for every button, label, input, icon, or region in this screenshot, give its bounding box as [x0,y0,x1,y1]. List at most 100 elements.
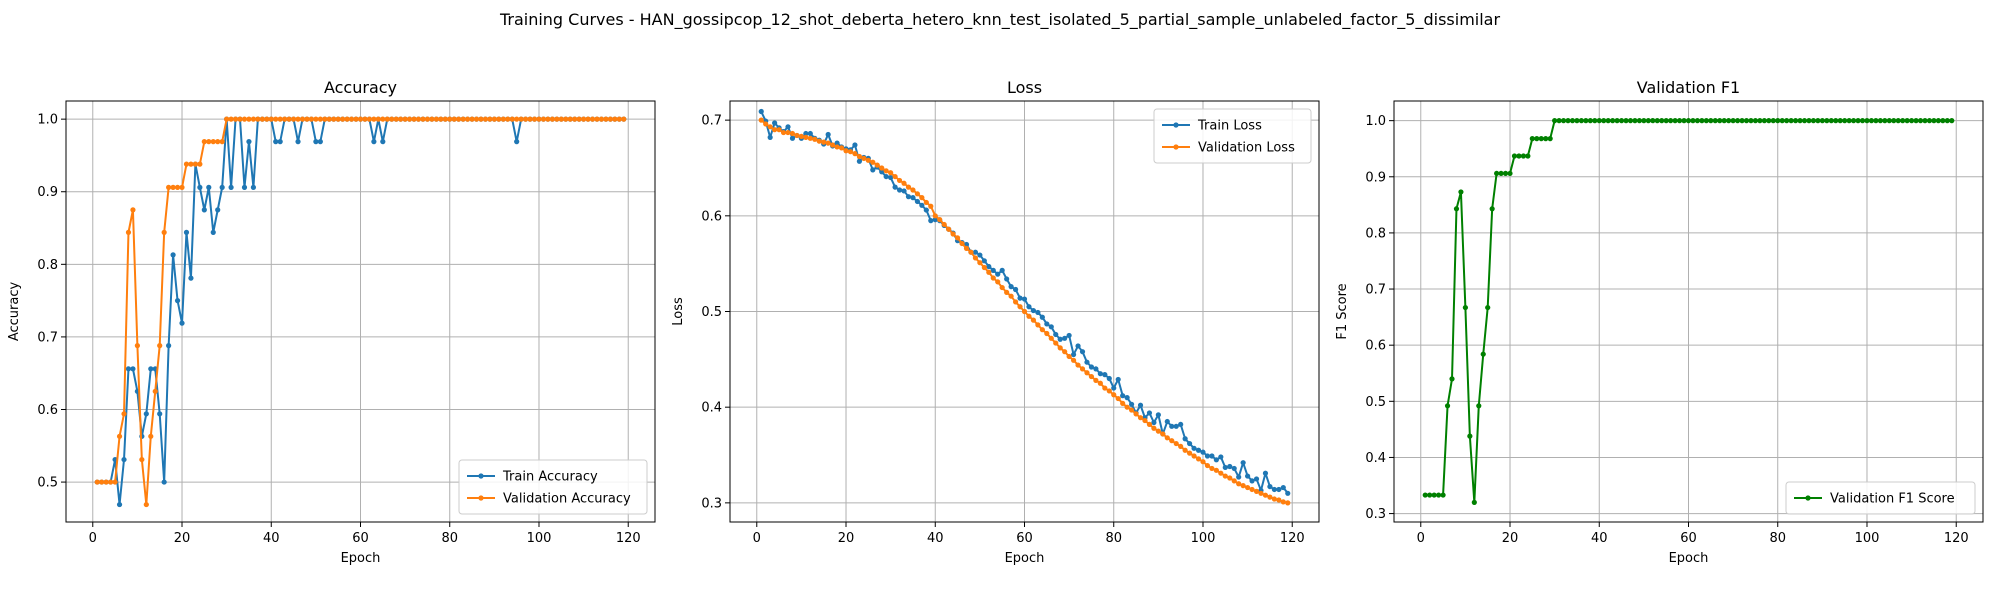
data-point [981,264,987,271]
data-point [366,116,373,122]
data-point [1543,136,1549,142]
data-point [130,207,136,213]
chart-panel-loss: 0 20 40 60 80 100 120 0.3 0.4 0.5 0.6 0.7 Loss Epoch L… [671,78,1320,566]
data-point [442,116,448,122]
legend-box [458,459,648,515]
data-point [1775,118,1781,124]
data-point [1913,118,1919,124]
data-point [990,275,996,281]
data-point [1935,118,1941,124]
data-point [540,116,547,122]
data-point [1245,473,1251,479]
y-tick-label: 0.8 [37,258,58,273]
data-point [1623,118,1629,124]
data-point [1632,118,1638,124]
data-point [317,116,323,122]
data-point [380,139,386,145]
data-point [1427,492,1433,498]
data-point [563,116,569,122]
data-point [1280,484,1286,491]
x-tick-label: 120 [1280,531,1305,546]
data-point [241,116,248,122]
data-point [1155,428,1161,434]
data-point [134,343,140,349]
data-point [237,116,243,122]
data-point [594,116,600,122]
data-point [772,120,778,126]
data-point [888,174,894,181]
data-point [789,135,796,141]
data-point [282,116,288,122]
data-point [919,195,925,201]
data-point [928,203,934,209]
data-point [1748,118,1754,124]
data-point [1057,336,1063,342]
data-point [986,269,992,275]
legend-swatch-marker [478,473,484,479]
data-point [460,116,466,122]
data-point [112,479,118,485]
data-point [1012,286,1019,293]
data-point [179,184,185,190]
data-point [103,479,109,485]
data-point [986,263,992,270]
data-point [803,130,809,137]
data-point [518,116,524,122]
data-point [1218,454,1224,460]
data-point [1654,118,1660,124]
x-tick-label: 120 [1944,531,1969,546]
data-point [892,184,898,190]
data-point [1178,443,1184,450]
x-tick-label: 40 [1591,531,1608,546]
data-point [148,433,154,439]
data-point [598,116,605,122]
data-point [1873,118,1879,124]
data-point [473,116,480,122]
data-point [1703,118,1709,124]
x-tick-label: 60 [352,531,369,546]
data-point [1525,153,1531,159]
data-point [308,116,315,122]
data-point [424,116,431,122]
data-point [125,229,132,235]
legend-swatch-marker [1173,144,1179,150]
data-point [838,145,845,151]
data-point [1547,136,1553,142]
data-point [901,188,907,194]
data-point [959,240,965,247]
data-point [758,117,764,123]
data-point [767,124,773,130]
data-point [1882,118,1888,124]
data-point [1909,118,1915,124]
data-point [901,180,907,186]
data-point [977,260,983,266]
data-point [522,116,529,122]
data-point [856,153,863,160]
data-point [482,116,489,122]
data-point [188,275,194,281]
data-point [1186,450,1193,456]
data-point [914,198,921,205]
data-point [447,116,453,122]
x-tick-label: 0 [89,531,97,546]
data-point [1035,322,1041,328]
data-point [188,161,194,167]
data-point [1191,453,1197,459]
data-point [1053,340,1059,346]
data-point [1681,118,1687,124]
data-point [273,139,279,145]
data-point [1142,417,1148,424]
y-tick-label: 0.9 [1365,170,1386,185]
data-point [1137,415,1144,421]
x-tick-label: 40 [263,531,280,546]
data-point [1222,473,1228,479]
data-point [1209,465,1215,472]
data-point [1204,462,1211,469]
data-point [295,116,301,122]
data-point [1164,435,1170,441]
data-point [531,116,538,122]
data-point [1128,401,1135,407]
data-point [1502,170,1509,177]
data-point [183,161,190,167]
legend-entry-label: Validation F1 Score [1830,492,1955,507]
